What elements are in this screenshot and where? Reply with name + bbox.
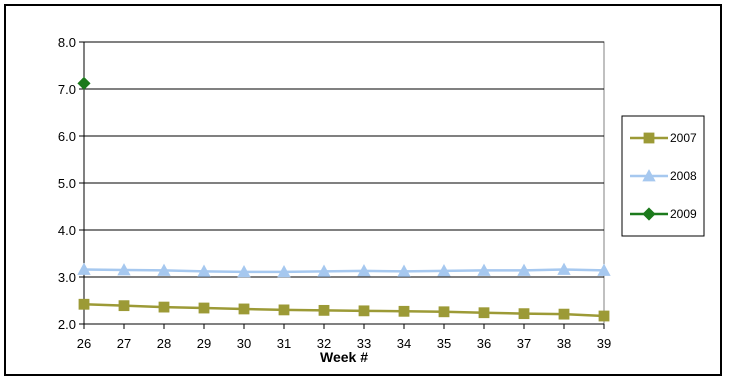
- data-point-2007: [118, 300, 130, 312]
- data-point-2008: [397, 264, 411, 277]
- x-axis-title: Week #: [320, 349, 368, 365]
- legend-item-2007: 2007: [630, 131, 697, 145]
- data-point-2007: [318, 304, 330, 316]
- data-point-2008: [517, 263, 531, 276]
- series-2009: [77, 76, 91, 90]
- y-tick-label: 4.0: [58, 223, 76, 238]
- data-point-2008: [117, 263, 131, 276]
- x-tick-label: 33: [357, 336, 371, 351]
- legend-label: 2007: [670, 131, 697, 145]
- x-axis: 26 27 28 29 30 31 32 33 34 35 36 37 38 39: [77, 323, 611, 351]
- x-tick-label: 34: [397, 336, 411, 351]
- legend-marker: [643, 132, 655, 144]
- data-point-2007: [358, 305, 370, 317]
- data-point-2007: [198, 302, 210, 314]
- data-point-2007: [398, 305, 410, 317]
- x-tick-label: 30: [237, 336, 251, 351]
- data-point-2007: [598, 310, 610, 322]
- data-point-2008: [477, 263, 491, 276]
- legend: 2007 2008 2009: [621, 115, 705, 237]
- legend-label: 2008: [670, 169, 697, 183]
- x-tick-label: 31: [277, 336, 291, 351]
- data-point-2008: [317, 264, 331, 277]
- data-point-2008: [157, 263, 171, 276]
- x-tick-label: 37: [517, 336, 531, 351]
- series-layer: [77, 76, 611, 322]
- series-2008: [77, 262, 611, 278]
- x-tick-label: 28: [157, 336, 171, 351]
- x-tick-label: 27: [117, 336, 131, 351]
- legend-item-2008: 2008: [630, 169, 697, 183]
- legend-marker: [642, 169, 656, 182]
- data-point-2008: [357, 264, 371, 277]
- data-point-2007: [558, 308, 570, 320]
- y-axis: 2.0 3.0 4.0 5.0 6.0 7.0 8.0: [58, 35, 85, 332]
- series-2007: [78, 298, 610, 322]
- legend-item-2009: 2009: [630, 207, 697, 221]
- data-point-2008: [197, 264, 211, 277]
- data-point-2008: [437, 264, 451, 277]
- y-tick-label: 6.0: [58, 129, 76, 144]
- y-tick-label: 7.0: [58, 82, 76, 97]
- data-point-2007: [158, 301, 170, 313]
- y-tick-label: 2.0: [58, 317, 76, 332]
- x-tick-label: 29: [197, 336, 211, 351]
- line-chart: 2.0 3.0 4.0 5.0 6.0 7.0 8.0 26 27 28 29 30 31 32 33 34…: [58, 35, 705, 365]
- x-tick-label: 39: [597, 336, 611, 351]
- x-tick-label: 38: [557, 336, 571, 351]
- y-tick-label: 5.0: [58, 176, 76, 191]
- series-line-2007: [83, 303, 605, 318]
- data-point-2007: [78, 298, 90, 310]
- x-tick-label: 32: [317, 336, 331, 351]
- x-tick-label: 36: [477, 336, 491, 351]
- data-point-2007: [478, 307, 490, 319]
- data-point-2008: [237, 264, 251, 278]
- data-point-2007: [438, 306, 450, 318]
- data-point-2009: [77, 76, 91, 90]
- data-point-2008: [597, 263, 611, 276]
- data-point-2008: [277, 264, 291, 278]
- chart-frame: 2.0 3.0 4.0 5.0 6.0 7.0 8.0 26 27 28 29 30 31 32 33 34…: [4, 4, 722, 376]
- data-point-2008: [77, 262, 91, 275]
- legend-label: 2009: [670, 207, 697, 221]
- x-tick-label: 26: [77, 336, 91, 351]
- y-tick-label: 3.0: [58, 270, 76, 285]
- legend-marker: [642, 207, 656, 221]
- y-tick-label: 8.0: [58, 35, 76, 50]
- data-point-2008: [557, 262, 571, 275]
- x-tick-label: 35: [437, 336, 451, 351]
- series-line-2008: [83, 268, 605, 274]
- data-point-2007: [278, 304, 290, 316]
- data-point-2007: [238, 303, 250, 315]
- data-point-2007: [518, 308, 530, 320]
